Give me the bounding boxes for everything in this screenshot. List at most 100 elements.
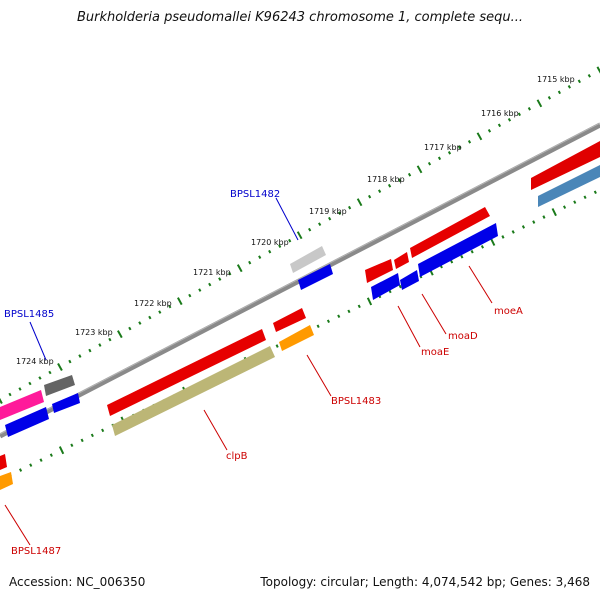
ruler-minor-tick	[138, 321, 142, 325]
gene-feature-blue-2[interactable]	[400, 270, 419, 290]
ruler-minor-tick	[407, 172, 412, 177]
ruler-minor-tick	[470, 249, 474, 254]
ruler-minor-tick	[258, 255, 262, 259]
ruler-minor-tick	[577, 79, 581, 84]
ruler-ticks-outer	[0, 66, 600, 404]
ruler-minor-tick	[29, 463, 33, 467]
ruler-minor-tick	[28, 381, 32, 386]
gene-feature-blue-5[interactable]	[52, 393, 80, 413]
gene-label-BPSL1487[interactable]: BPSL1487	[11, 546, 61, 557]
ruler-minor-tick	[108, 337, 112, 342]
ruler-minor-tick	[357, 304, 361, 309]
ruler-minor-tick	[593, 190, 597, 195]
gene-feature-red-edge[interactable]	[0, 454, 7, 470]
ruler-minor-tick	[208, 282, 212, 287]
leader-moaD	[421, 293, 447, 335]
gene-feature-moeA[interactable]	[410, 207, 490, 258]
ruler-minor-tick	[547, 96, 551, 100]
ruler-minor-tick	[188, 293, 192, 298]
gene-label-clpB[interactable]: clpB	[226, 451, 248, 462]
ruler-minor-tick	[49, 453, 53, 457]
gene-feature-orange-edge[interactable]	[0, 472, 13, 490]
gene-label-BPSL1483[interactable]: BPSL1483	[331, 396, 381, 407]
ruler-major-tick	[58, 446, 65, 455]
ruler-label-1723: 1723 kbp	[75, 328, 113, 337]
ruler-minor-tick	[38, 376, 42, 380]
ruler-minor-tick	[90, 433, 94, 438]
ruler-minor-tick	[427, 161, 432, 166]
gene-label-BPSL1485[interactable]: BPSL1485	[4, 309, 54, 320]
ruler-labels: 1715 kbp 1716 kbp 1717 kbp 1718 kbp 1719…	[16, 75, 575, 366]
leader-clpB	[203, 409, 228, 451]
ruler-minor-tick	[583, 195, 587, 200]
ruler-minor-tick	[497, 123, 502, 128]
gene-feature-red[interactable]	[531, 141, 600, 190]
gene-feature-pink[interactable]	[0, 390, 44, 420]
gene-feature-red-long[interactable]	[107, 329, 266, 416]
ruler-major-tick	[296, 231, 303, 240]
ruler-label-1724: 1724 kbp	[16, 357, 54, 366]
gene-label-moeA[interactable]: moeA	[494, 306, 523, 317]
ruler-label-1717: 1717 kbp	[424, 143, 462, 152]
gene-label-BPSL1482[interactable]: BPSL1482	[230, 189, 280, 200]
leader-BPSL1485	[29, 321, 47, 361]
ruler-minor-tick	[387, 183, 392, 188]
ruler-minor-tick	[80, 438, 84, 443]
gene-features	[0, 141, 600, 490]
ruler-minor-tick	[198, 288, 202, 292]
ruler-minor-tick	[268, 249, 272, 254]
ruler-minor-tick	[398, 284, 402, 289]
gene-feature-gray[interactable]	[44, 375, 75, 396]
gene-label-moaE[interactable]: moaE	[421, 347, 449, 358]
ruler-minor-tick	[308, 227, 312, 232]
ruler-label-1716: 1716 kbp	[481, 109, 519, 118]
gene-feature-blue-3[interactable]	[371, 273, 400, 300]
gene-label-moaD[interactable]: moaD	[448, 331, 478, 342]
ruler-minor-tick	[511, 230, 515, 234]
ruler-major-tick	[476, 132, 483, 141]
gene-feature-BPSL1483[interactable]	[273, 308, 306, 332]
ruler-minor-tick	[39, 458, 43, 462]
ruler-minor-tick	[248, 260, 252, 265]
ruler-minor-tick	[48, 370, 52, 375]
gene-feature-orange[interactable]	[279, 325, 314, 351]
gene-feature-steelblue[interactable]	[538, 165, 600, 207]
ruler-label-1719: 1719 kbp	[309, 207, 347, 216]
leader-moeA	[468, 265, 493, 304]
ruler-minor-tick	[532, 220, 536, 224]
ruler-minor-tick	[567, 85, 571, 89]
ruler-minor-tick	[18, 468, 23, 472]
gene-feature-moaD[interactable]	[394, 252, 409, 269]
ruler-major-tick	[366, 297, 373, 306]
gene-feature-BPSL1482[interactable]	[290, 246, 326, 273]
ruler-minor-tick	[437, 156, 442, 161]
ruler-major-tick	[596, 66, 600, 74]
ruler-minor-tick	[278, 244, 282, 248]
ruler-label-1722: 1722 kbp	[134, 299, 172, 308]
ruler-major-tick	[177, 297, 183, 306]
gene-feature-moaE[interactable]	[365, 259, 393, 283]
ruler-minor-tick	[557, 90, 561, 95]
ruler-minor-tick	[318, 222, 322, 226]
leader-BPSL1482	[275, 197, 299, 241]
ruler-minor-tick	[507, 118, 512, 122]
ruler-label-1720: 1720 kbp	[251, 238, 289, 247]
map-title: Burkholderia pseudomallei K96243 chromos…	[76, 10, 524, 25]
ruler-minor-tick	[460, 254, 464, 259]
ruler-minor-tick	[348, 205, 352, 210]
ruler-minor-tick	[316, 324, 320, 329]
chromosome-backbone-highlight	[0, 122, 600, 435]
gene-feature-clpB[interactable]	[112, 346, 275, 436]
ruler-major-tick	[0, 397, 3, 404]
ruler-major-tick	[416, 165, 423, 174]
ruler-minor-tick	[447, 151, 452, 155]
leader-BPSL1487	[4, 504, 31, 546]
accession-text: Accession: NC_006350	[9, 575, 146, 589]
gene-feature-blue-6[interactable]	[5, 407, 49, 437]
gene-feature-blue-1[interactable]	[418, 223, 498, 277]
ruler-minor-tick	[101, 428, 105, 433]
ruler-minor-tick	[148, 315, 152, 320]
ruler-minor-tick	[347, 309, 351, 314]
gene-feature-blue-4[interactable]	[298, 264, 333, 290]
ruler-major-tick	[356, 198, 363, 207]
